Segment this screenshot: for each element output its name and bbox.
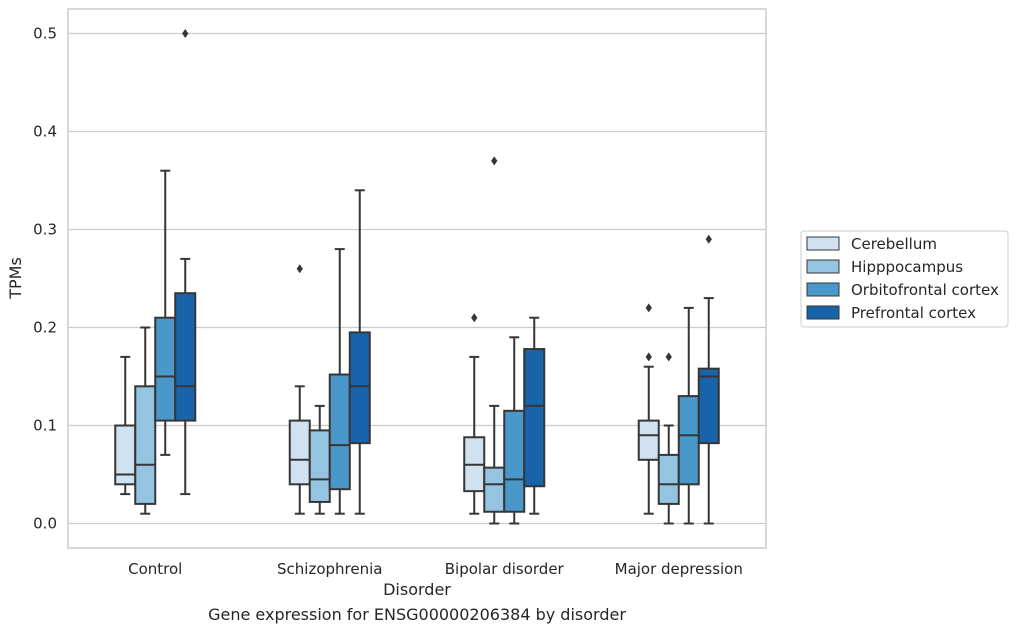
legend-label: Prefrontal cortex — [851, 304, 976, 322]
legend-item: Orbitofrontal cortex — [806, 281, 999, 299]
legend-label: Hipppocampus — [851, 258, 963, 276]
series-prefrontal-cortex — [174, 29, 720, 525]
x-axis-label: Disorder — [383, 580, 451, 599]
box-series — [114, 29, 720, 525]
x-tick-label: Bipolar disorder — [445, 560, 565, 578]
box — [348, 189, 371, 515]
box-body — [637, 419, 660, 461]
outlier-marker — [645, 352, 652, 362]
box-body — [523, 348, 546, 488]
box-body — [657, 453, 680, 505]
y-tick-label: 0.3 — [33, 221, 57, 239]
y-tick-label: 0.5 — [33, 25, 57, 43]
series-orbitofrontal-cortex — [154, 169, 700, 525]
x-tick-label: Control — [128, 560, 182, 578]
box-body — [677, 395, 700, 486]
outlier-marker — [705, 234, 712, 244]
box — [523, 316, 546, 515]
box-body — [348, 331, 371, 445]
x-tick-label: Major depression — [615, 560, 743, 578]
x-tick-label: Schizophrenia — [277, 560, 382, 578]
box — [697, 234, 720, 525]
legend-label: Orbitofrontal cortex — [851, 281, 999, 299]
box — [308, 404, 331, 515]
y-axis-ticks: 0.0 0.1 0.2 0.3 0.4 0.5 — [33, 25, 57, 533]
box — [657, 352, 680, 525]
box — [503, 336, 526, 525]
legend-item: Cerebellum — [806, 235, 937, 253]
outlier-marker — [665, 352, 672, 362]
box — [677, 306, 700, 525]
box — [174, 29, 197, 496]
box-body — [308, 429, 331, 503]
box — [637, 303, 660, 515]
box — [114, 355, 137, 496]
box-body — [288, 419, 311, 486]
box-body — [154, 316, 177, 422]
series-hipppocampus — [134, 156, 680, 525]
figure-caption: Gene expression for ENSG00000206384 by d… — [208, 605, 626, 624]
box — [134, 326, 157, 515]
legend: Cerebellum Hipppocampus Orbitofrontal cort… — [800, 230, 1009, 328]
legend-item: Hipppocampus — [806, 258, 963, 276]
y-tick-label: 0.2 — [33, 319, 57, 337]
y-axis-label: TPMs — [6, 257, 25, 300]
box — [154, 169, 177, 456]
legend-item: Prefrontal cortex — [806, 304, 976, 322]
legend-swatch — [806, 236, 840, 251]
box — [328, 248, 351, 515]
outlier-marker — [491, 156, 498, 166]
y-tick-label: 0.1 — [33, 417, 57, 435]
x-axis-ticks: Control Schizophrenia Bipolar disorder Majo… — [128, 560, 743, 578]
legend-frame — [800, 230, 1009, 328]
legend-label: Cerebellum — [851, 235, 937, 253]
box-body — [697, 367, 720, 445]
legend-swatch — [806, 282, 840, 297]
box-body — [134, 385, 157, 505]
legend-swatch — [806, 259, 840, 274]
box-body — [503, 409, 526, 513]
outlier-marker — [296, 264, 303, 274]
box-body — [483, 466, 506, 513]
box-body — [328, 373, 351, 491]
box — [483, 156, 506, 525]
outlier-marker — [471, 313, 478, 323]
box-body — [174, 292, 197, 422]
outlier-marker — [645, 303, 652, 313]
plot-frame — [67, 8, 767, 549]
legend-swatch — [806, 305, 840, 320]
outlier-marker — [182, 29, 189, 38]
legend-items: Cerebellum Hipppocampus Orbitofrontal cort… — [806, 235, 999, 322]
y-tick-label: 0.4 — [33, 123, 57, 141]
box — [463, 313, 486, 515]
grid-lines — [68, 32, 766, 525]
series-cerebellum — [114, 264, 660, 515]
box — [288, 264, 311, 515]
y-tick-label: 0.0 — [33, 515, 57, 533]
